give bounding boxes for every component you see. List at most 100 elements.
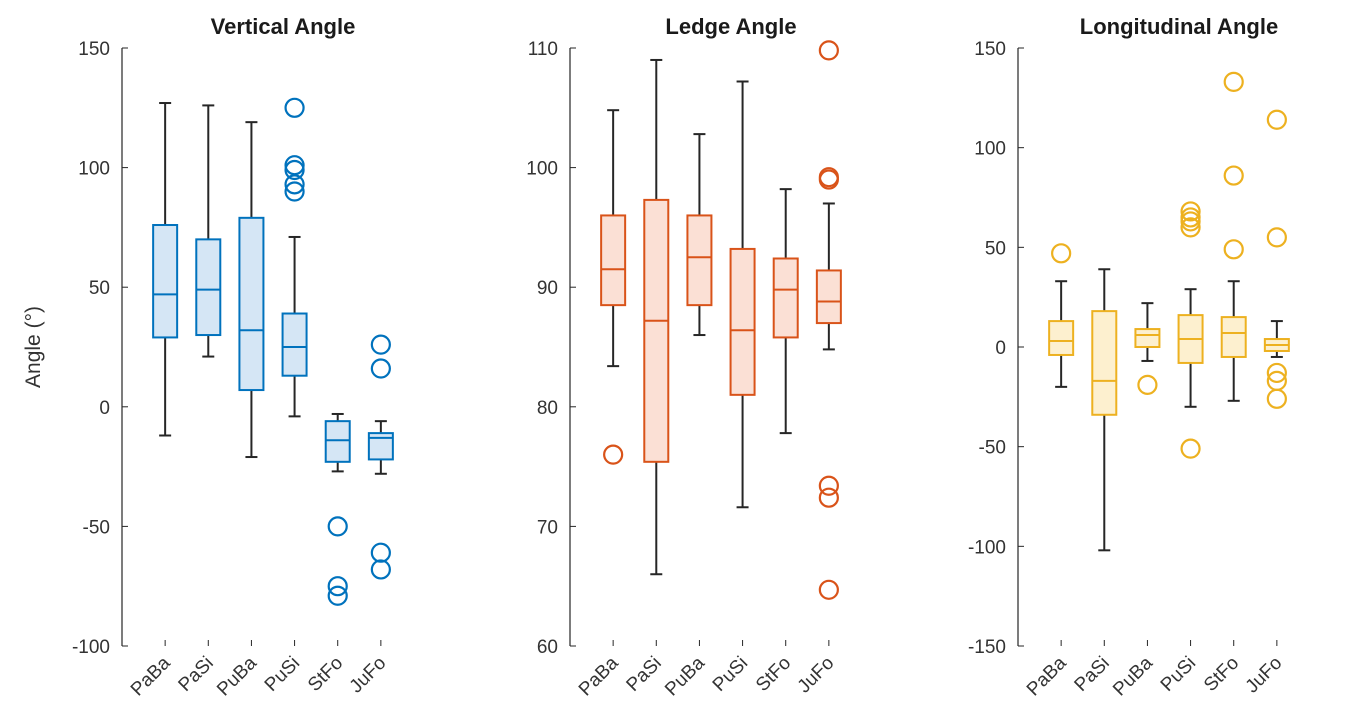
box-PuBa	[1134, 302, 1161, 395]
x-tick-label: PaBa	[127, 652, 175, 700]
outlier-point	[370, 542, 391, 563]
box-PaBa	[1048, 243, 1075, 388]
box-JuFo	[1263, 109, 1290, 409]
outlier-point	[1266, 388, 1287, 409]
outlier-point	[818, 40, 839, 61]
y-tick-label: 70	[537, 517, 558, 538]
box-iqr	[643, 198, 670, 463]
outlier-point	[370, 334, 391, 355]
box-iqr	[686, 214, 713, 307]
outlier-point	[1223, 71, 1244, 92]
box-PuSi	[729, 80, 756, 509]
box-iqr	[772, 257, 799, 339]
box-iqr	[1220, 316, 1247, 358]
x-tick-label: PuBa	[213, 652, 261, 700]
y-tick-label: 80	[537, 398, 558, 419]
box-PuSi	[281, 97, 308, 418]
box-PaBa	[600, 109, 627, 465]
box-iqr	[238, 216, 265, 392]
outlier-point	[284, 155, 305, 176]
y-axis-label: Angle (°)	[22, 306, 45, 388]
x-tick-label: PaBa	[1023, 652, 1071, 700]
x-tick-label: PuBa	[661, 652, 709, 700]
y-tick-label: -150	[968, 637, 1006, 658]
outlier-point	[603, 444, 624, 465]
x-tick-label: PuSi	[1157, 653, 1200, 696]
box-PaSi	[1091, 268, 1118, 552]
outlier-point	[1223, 165, 1244, 186]
outlier-point	[818, 167, 839, 188]
x-tick-label: PuBa	[1109, 652, 1157, 700]
y-tick-label: -50	[83, 517, 110, 538]
outlier-point	[1223, 239, 1244, 260]
box-PuBa	[686, 133, 713, 337]
box-iqr	[152, 224, 179, 339]
y-tick-label: 100	[526, 159, 558, 180]
outlier-point	[370, 559, 391, 580]
box-iqr	[815, 269, 842, 325]
outlier-point	[818, 487, 839, 508]
y-tick-label: 50	[89, 278, 110, 299]
box-PaSi	[643, 58, 670, 576]
y-tick-label: -100	[968, 537, 1006, 558]
x-tick-label: PaBa	[575, 652, 623, 700]
y-tick-label: 90	[537, 278, 558, 299]
x-tick-label: PuSi	[709, 653, 752, 696]
x-tick-label: PaSi	[175, 653, 218, 696]
box-PuSi	[1177, 201, 1204, 459]
outlier-point	[327, 576, 348, 597]
box-StFo	[1220, 71, 1247, 402]
x-tick-label: StFo	[304, 653, 347, 696]
y-tick-label: -50	[979, 438, 1006, 459]
x-tick-label: JuFo	[1242, 653, 1287, 698]
box-iqr	[1048, 320, 1075, 356]
outlier-point	[1180, 207, 1201, 228]
x-tick-label: PaSi	[1071, 653, 1114, 696]
box-JuFo	[367, 334, 394, 580]
y-tick-label: 100	[78, 159, 110, 180]
outlier-point	[1180, 438, 1201, 459]
box-PuBa	[238, 121, 265, 459]
box-StFo	[772, 188, 799, 435]
x-tick-label: PuSi	[261, 653, 304, 696]
outlier-point	[284, 174, 305, 195]
outlier-point	[1266, 362, 1287, 384]
outlier-point	[327, 585, 348, 606]
outlier-point	[1180, 217, 1201, 238]
box-iqr	[729, 247, 756, 396]
box-iqr	[1134, 328, 1161, 348]
y-tick-label: 100	[974, 139, 1006, 160]
chart-title: Ledge Angle	[665, 14, 796, 39]
outlier-point	[284, 181, 305, 202]
y-tick-label: 0	[995, 338, 1006, 359]
y-tick-label: 150	[974, 39, 1006, 60]
outlier-point	[1180, 201, 1201, 222]
x-tick-label: StFo	[1200, 653, 1243, 696]
box-JuFo	[815, 40, 842, 600]
y-tick-label: 150	[78, 39, 110, 60]
box-iqr	[600, 214, 627, 307]
outlier-point	[818, 579, 839, 600]
box-PaBa	[152, 102, 179, 437]
outlier-point	[1051, 243, 1072, 264]
outlier-point	[370, 358, 391, 379]
box-PaSi	[195, 104, 222, 358]
outlier-point	[1266, 227, 1287, 248]
x-tick-label: JuFo	[794, 653, 839, 698]
outlier-point	[818, 475, 839, 496]
x-tick-label: PaSi	[623, 653, 666, 696]
y-tick-label: 0	[99, 398, 110, 419]
box-iqr	[1091, 310, 1118, 416]
box-StFo	[324, 412, 351, 606]
outlier-point	[1137, 374, 1158, 395]
outlier-point	[1266, 109, 1287, 130]
outlier-point	[284, 159, 305, 181]
box-iqr	[281, 312, 308, 377]
y-tick-label: 110	[528, 39, 558, 60]
chart-title: Longitudinal Angle	[1080, 14, 1278, 39]
chart-title: Vertical Angle	[211, 14, 356, 39]
y-tick-label: 50	[985, 238, 1006, 259]
